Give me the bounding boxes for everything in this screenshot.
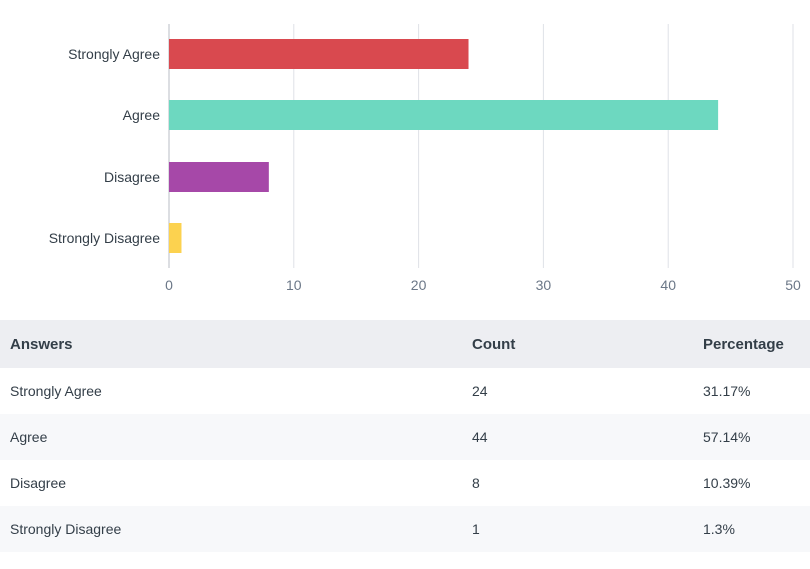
x-tick-label: 20 — [411, 277, 427, 293]
category-label: Agree — [123, 107, 161, 123]
x-axis-ticks: 0 10 20 30 40 50 — [165, 277, 801, 293]
bar-agree — [169, 100, 719, 130]
percentage-cell: 1.3% — [693, 506, 810, 552]
category-labels: Strongly Agree Agree Disagree Strongly Disa… — [49, 46, 160, 246]
table-row: Disagree 8 10.39% — [0, 460, 810, 506]
answer-cell: Disagree — [10, 475, 67, 491]
percentage-cell: 57.14% — [693, 414, 810, 460]
bars — [169, 39, 719, 253]
count-cell: 1 — [462, 506, 693, 552]
category-label: Strongly Agree — [68, 46, 160, 62]
bar-strongly-disagree — [169, 223, 182, 253]
answer-cell: Strongly Agree — [10, 383, 102, 399]
count-cell: 24 — [472, 383, 488, 399]
answer-cell: Agree — [0, 414, 462, 460]
table-row: Agree 44 57.14% — [0, 414, 810, 460]
category-label: Strongly Disagree — [49, 230, 160, 246]
table-header-row: Answers Count Percentage — [0, 320, 810, 368]
x-tick-label: 0 — [165, 277, 173, 293]
x-tick-label: 50 — [785, 277, 801, 293]
count-cell: 8 — [472, 475, 480, 491]
x-tick-label: 40 — [660, 277, 676, 293]
percentage-cell: 10.39% — [703, 475, 751, 491]
category-label: Disagree — [104, 169, 160, 185]
bar-chart: Strongly Agree Agree Disagree Strongly Disa… — [49, 24, 801, 293]
table-row: Strongly Agree 24 31.17% — [0, 368, 810, 414]
header-count: Count — [462, 320, 693, 368]
table-row: Strongly Disagree 1 1.3% — [0, 506, 810, 552]
results-table: Answers Count Percentage Strongly Agree … — [0, 320, 810, 552]
header-percentage: Percentage — [693, 320, 810, 368]
x-tick-label: 10 — [286, 277, 302, 293]
answer-cell: Strongly Disagree — [0, 506, 462, 552]
percentage-cell: 31.17% — [703, 383, 751, 399]
count-cell: 44 — [462, 414, 693, 460]
x-tick-label: 30 — [536, 277, 552, 293]
header-answers: Answers — [0, 320, 462, 368]
bar-disagree — [169, 162, 269, 192]
bar-strongly-agree — [169, 39, 469, 69]
